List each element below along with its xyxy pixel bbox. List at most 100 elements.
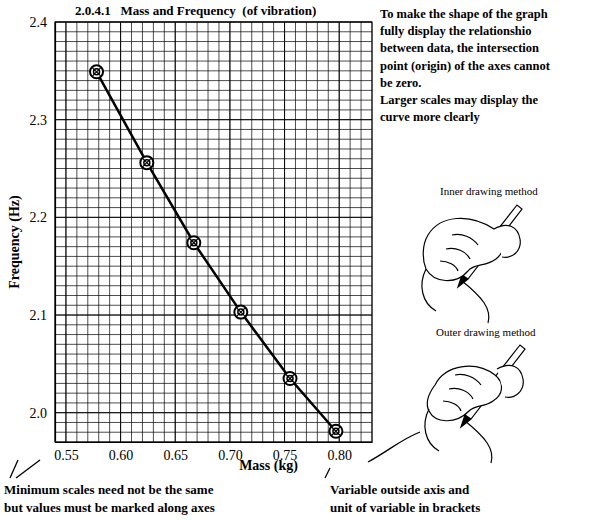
tick-label: 2.0	[30, 406, 48, 421]
marker-core	[287, 376, 293, 382]
annotation: fully display the relationshio	[380, 24, 532, 38]
minor-grid-line	[55, 295, 372, 296]
minor-grid-line	[65, 22, 66, 442]
marker-core	[94, 69, 100, 75]
minor-grid-line	[317, 22, 318, 442]
marker-ring	[90, 65, 103, 78]
marker-ring	[234, 306, 247, 319]
tick-label: 2.2	[30, 210, 48, 225]
data-point	[284, 372, 297, 385]
minor-grid-line	[328, 22, 329, 442]
data-point	[234, 306, 247, 319]
minor-grid-line	[55, 432, 372, 433]
minor-grid-line	[273, 22, 274, 442]
chart: 0.550.600.650.700.750.802.02.12.22.32.42…	[0, 0, 595, 520]
tick-label: 2.1	[30, 308, 48, 323]
minor-grid-line	[120, 22, 121, 442]
y-axis: 2.0 2.1 2.2 2.3 2.4	[30, 15, 56, 443]
marker-ring	[140, 156, 153, 169]
thumb	[497, 365, 523, 397]
annotation: between data, the intersection	[380, 41, 539, 55]
minor-grid-line	[87, 22, 88, 442]
marker-cross	[286, 375, 294, 383]
annotation: be zero.	[380, 76, 421, 90]
tick: 2.1	[30, 308, 56, 323]
minor-grid-line	[55, 188, 372, 189]
minor-grid-line	[350, 22, 351, 442]
axis-line	[56, 442, 373, 443]
tick-label: 2.4	[30, 15, 48, 30]
tick-label: 0.55	[54, 448, 79, 463]
tick: 0.55	[54, 442, 79, 463]
data-point	[187, 236, 200, 249]
minor-grid-line	[55, 256, 372, 257]
minor-grid-line	[55, 393, 372, 394]
minor-grid-line	[55, 178, 372, 179]
minor-grid-line	[55, 51, 372, 52]
minor-grid-line	[251, 22, 252, 442]
minor-grid-line	[55, 275, 372, 276]
minor-grid-line	[55, 344, 372, 345]
minor-grid-line	[197, 22, 198, 442]
minor-grid-line	[55, 31, 372, 32]
minor-grid-line	[55, 207, 372, 208]
annotation: Variable outside axis and	[330, 482, 470, 497]
pointer	[16, 460, 40, 478]
minor-grid-line	[55, 266, 372, 267]
minor-grid-line	[55, 285, 372, 286]
wrist	[422, 269, 489, 323]
grid-line	[55, 119, 372, 120]
minor-grid-line	[164, 22, 165, 442]
pointer-lines	[10, 432, 420, 478]
minor-grid-line	[55, 139, 372, 140]
minor-grid-line	[339, 22, 340, 442]
tick: 2.0	[30, 406, 56, 421]
annotation: Minimum scales need not be the same	[4, 482, 214, 497]
pointer	[325, 468, 330, 478]
hand	[427, 366, 501, 420]
grid-line	[55, 412, 372, 413]
minor-grid-line	[142, 22, 143, 442]
grid-line	[55, 315, 372, 316]
pointer	[10, 460, 18, 478]
plot-data	[90, 65, 342, 437]
grid-line	[175, 22, 176, 442]
minor-grid-line	[175, 22, 176, 442]
tick: 2.3	[30, 113, 56, 128]
annotation: unit of variable in brackets	[330, 500, 480, 515]
grid-line	[65, 22, 66, 442]
data-point	[140, 156, 153, 169]
hand-icon	[425, 345, 525, 463]
axis-line	[55, 23, 56, 443]
grid-line	[339, 22, 340, 442]
annotation: but values must be marked along axes	[4, 500, 215, 515]
minor-grid-line	[55, 422, 372, 423]
tick-label: 0.80	[327, 448, 352, 463]
annotation: point (origin) of the axes cannot	[380, 59, 551, 73]
minor-grid-line	[55, 119, 372, 120]
tick: 2.4	[30, 15, 56, 30]
plot-frame	[55, 22, 372, 442]
minor-grid-line	[55, 305, 372, 306]
grid-line	[120, 22, 121, 442]
marker-core	[144, 160, 150, 166]
annotation: Larger scales may display the	[380, 93, 539, 107]
marker-ring	[187, 236, 200, 249]
data-point	[329, 425, 342, 438]
minor-grid-line	[55, 61, 372, 62]
minor-grid-line	[55, 363, 372, 364]
annotation: To make the shape of the graph	[380, 7, 548, 21]
minor-grid-line	[55, 373, 372, 374]
minor-grid-line	[55, 334, 372, 335]
marker-cross	[190, 239, 198, 247]
hand	[423, 218, 503, 280]
minor-grid-line	[55, 168, 372, 169]
tick: 2.2	[30, 210, 56, 225]
annotation: curve more clearly	[380, 110, 480, 124]
minor-grid-line	[208, 22, 209, 442]
minor-grid-line	[109, 22, 110, 442]
minor-grid-line	[55, 129, 372, 130]
thumb	[494, 225, 520, 257]
minor-grid-line	[55, 217, 372, 218]
marker-ring	[284, 372, 297, 385]
